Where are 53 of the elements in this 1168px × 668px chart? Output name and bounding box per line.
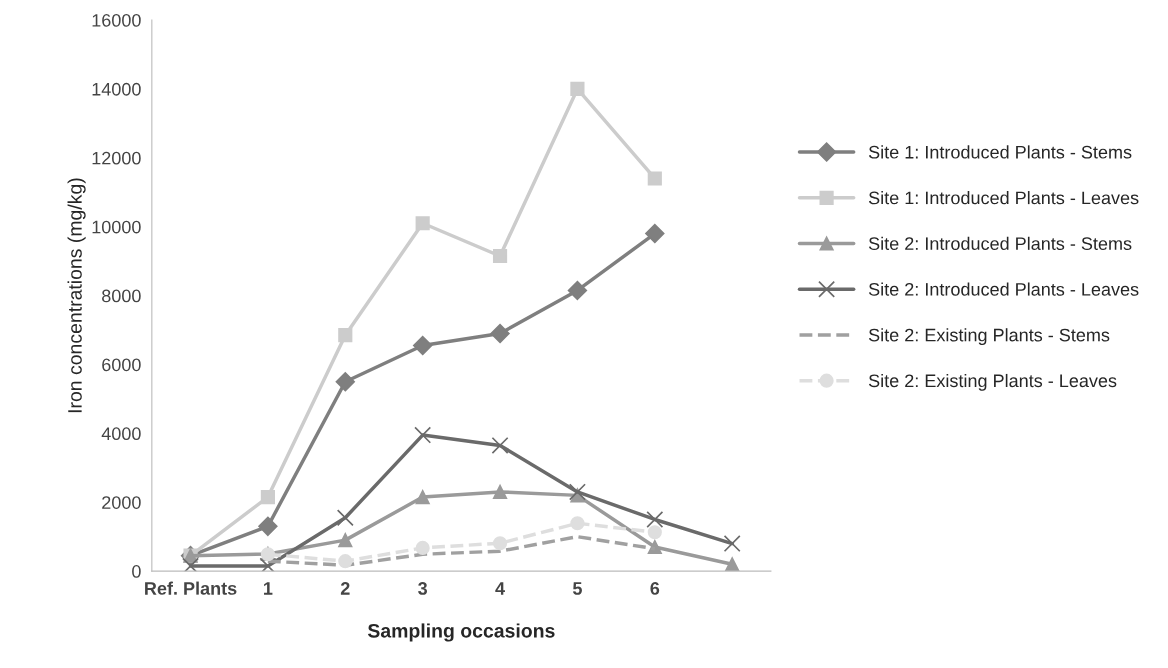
y-tick-label: 12000: [92, 151, 141, 165]
point: [723, 535, 741, 553]
point: [647, 171, 662, 186]
y-tick-label: 6000: [102, 358, 141, 372]
point: [646, 511, 664, 528]
point: [491, 436, 509, 454]
legend-label: Site 1: Introduced Plants - Leaves: [868, 191, 1139, 205]
point: [645, 223, 665, 244]
point: [490, 323, 510, 344]
point: [338, 554, 353, 569]
legend-label: Site 2: Introduced Plants - Stems: [868, 236, 1132, 251]
point: [647, 539, 662, 555]
point: [415, 490, 430, 505]
point: [260, 490, 275, 505]
point: [492, 248, 508, 264]
y-tick-label: 0: [132, 565, 141, 578]
y-tick-label: 16000: [92, 13, 141, 27]
point: [338, 328, 353, 343]
point: [567, 280, 588, 301]
point: [415, 540, 430, 555]
point: [335, 372, 355, 392]
y-tick-label: 8000: [102, 289, 141, 303]
y-tick-label: 14000: [92, 82, 141, 96]
point: [412, 335, 433, 356]
point: [570, 516, 585, 531]
y-tick-label: 10000: [92, 220, 141, 234]
point: [647, 525, 662, 540]
point: [258, 516, 278, 537]
point: [415, 216, 430, 231]
point: [492, 484, 508, 500]
y-tick-label: 4000: [101, 427, 141, 441]
x-tick-label: Ref. Plants: [145, 581, 237, 595]
point: [182, 557, 200, 572]
x-tick-label: 3: [418, 582, 428, 595]
legend-label: Site 1: Introduced Plants - Stems: [868, 145, 1132, 159]
point: [259, 557, 277, 572]
x-tick-label: 5: [572, 582, 582, 595]
point: [336, 509, 354, 527]
x-tick-label: 4: [495, 582, 505, 595]
legend-label: Site 2: Introduced Plants - Leaves: [868, 282, 1139, 296]
legend-label: Site 2: Existing Plants - Stems: [868, 328, 1110, 346]
x-tick-label: 1: [264, 582, 273, 595]
point: [492, 536, 508, 551]
point: [570, 81, 585, 97]
y-tick-label: 2000: [102, 496, 141, 509]
point: [568, 483, 586, 501]
legend-label: Site 2: Existing Plants - Leaves: [868, 373, 1117, 391]
point: [338, 533, 353, 548]
point: [414, 426, 432, 444]
x-tick-label: 6: [650, 582, 660, 595]
x-axis-title: Sampling occasions: [367, 623, 555, 642]
y-axis-title: Iron concentrations (mg/kg): [67, 178, 86, 413]
x-tick-label: 2: [340, 582, 350, 595]
